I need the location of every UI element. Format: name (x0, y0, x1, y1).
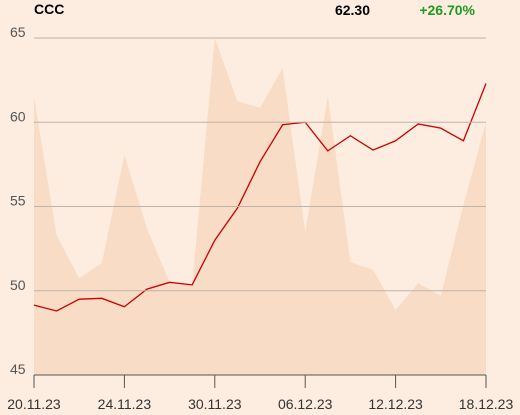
y-tick-label: 50 (10, 277, 26, 293)
line (33, 83, 487, 312)
x-tick-label: 30.11.23 (188, 396, 242, 412)
last-price: 62.30 (335, 2, 370, 18)
x-tick-label: 06.12.23 (278, 396, 333, 412)
y-tick-label: 65 (10, 24, 26, 40)
change: +26.70% (419, 2, 475, 18)
x-tick-label: 12.12.23 (368, 396, 423, 412)
y-tick-label: 60 (10, 108, 26, 124)
y-tick-label: 55 (10, 193, 26, 209)
x-tick-label: 20.11.23 (7, 396, 61, 412)
x-tick-label: 24.11.23 (98, 396, 152, 412)
y-tick-label: 45 (10, 361, 26, 377)
x-tick-label: 18.12.23 (459, 396, 514, 412)
chart-title: CCC (34, 1, 64, 17)
